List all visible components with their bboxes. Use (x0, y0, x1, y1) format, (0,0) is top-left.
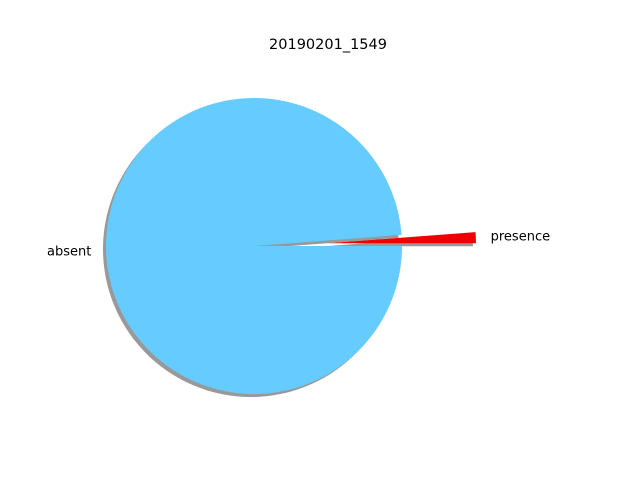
pie-slice-absent (106, 97, 403, 394)
pie-slices (106, 97, 476, 394)
pie-slice-presence (327, 232, 476, 244)
chart-title: 20190201_1549 (269, 37, 387, 53)
slice-label-presence: presence (491, 230, 550, 245)
slice-label-absent: absent (47, 245, 91, 260)
slice-labels: presence absent (47, 230, 550, 260)
